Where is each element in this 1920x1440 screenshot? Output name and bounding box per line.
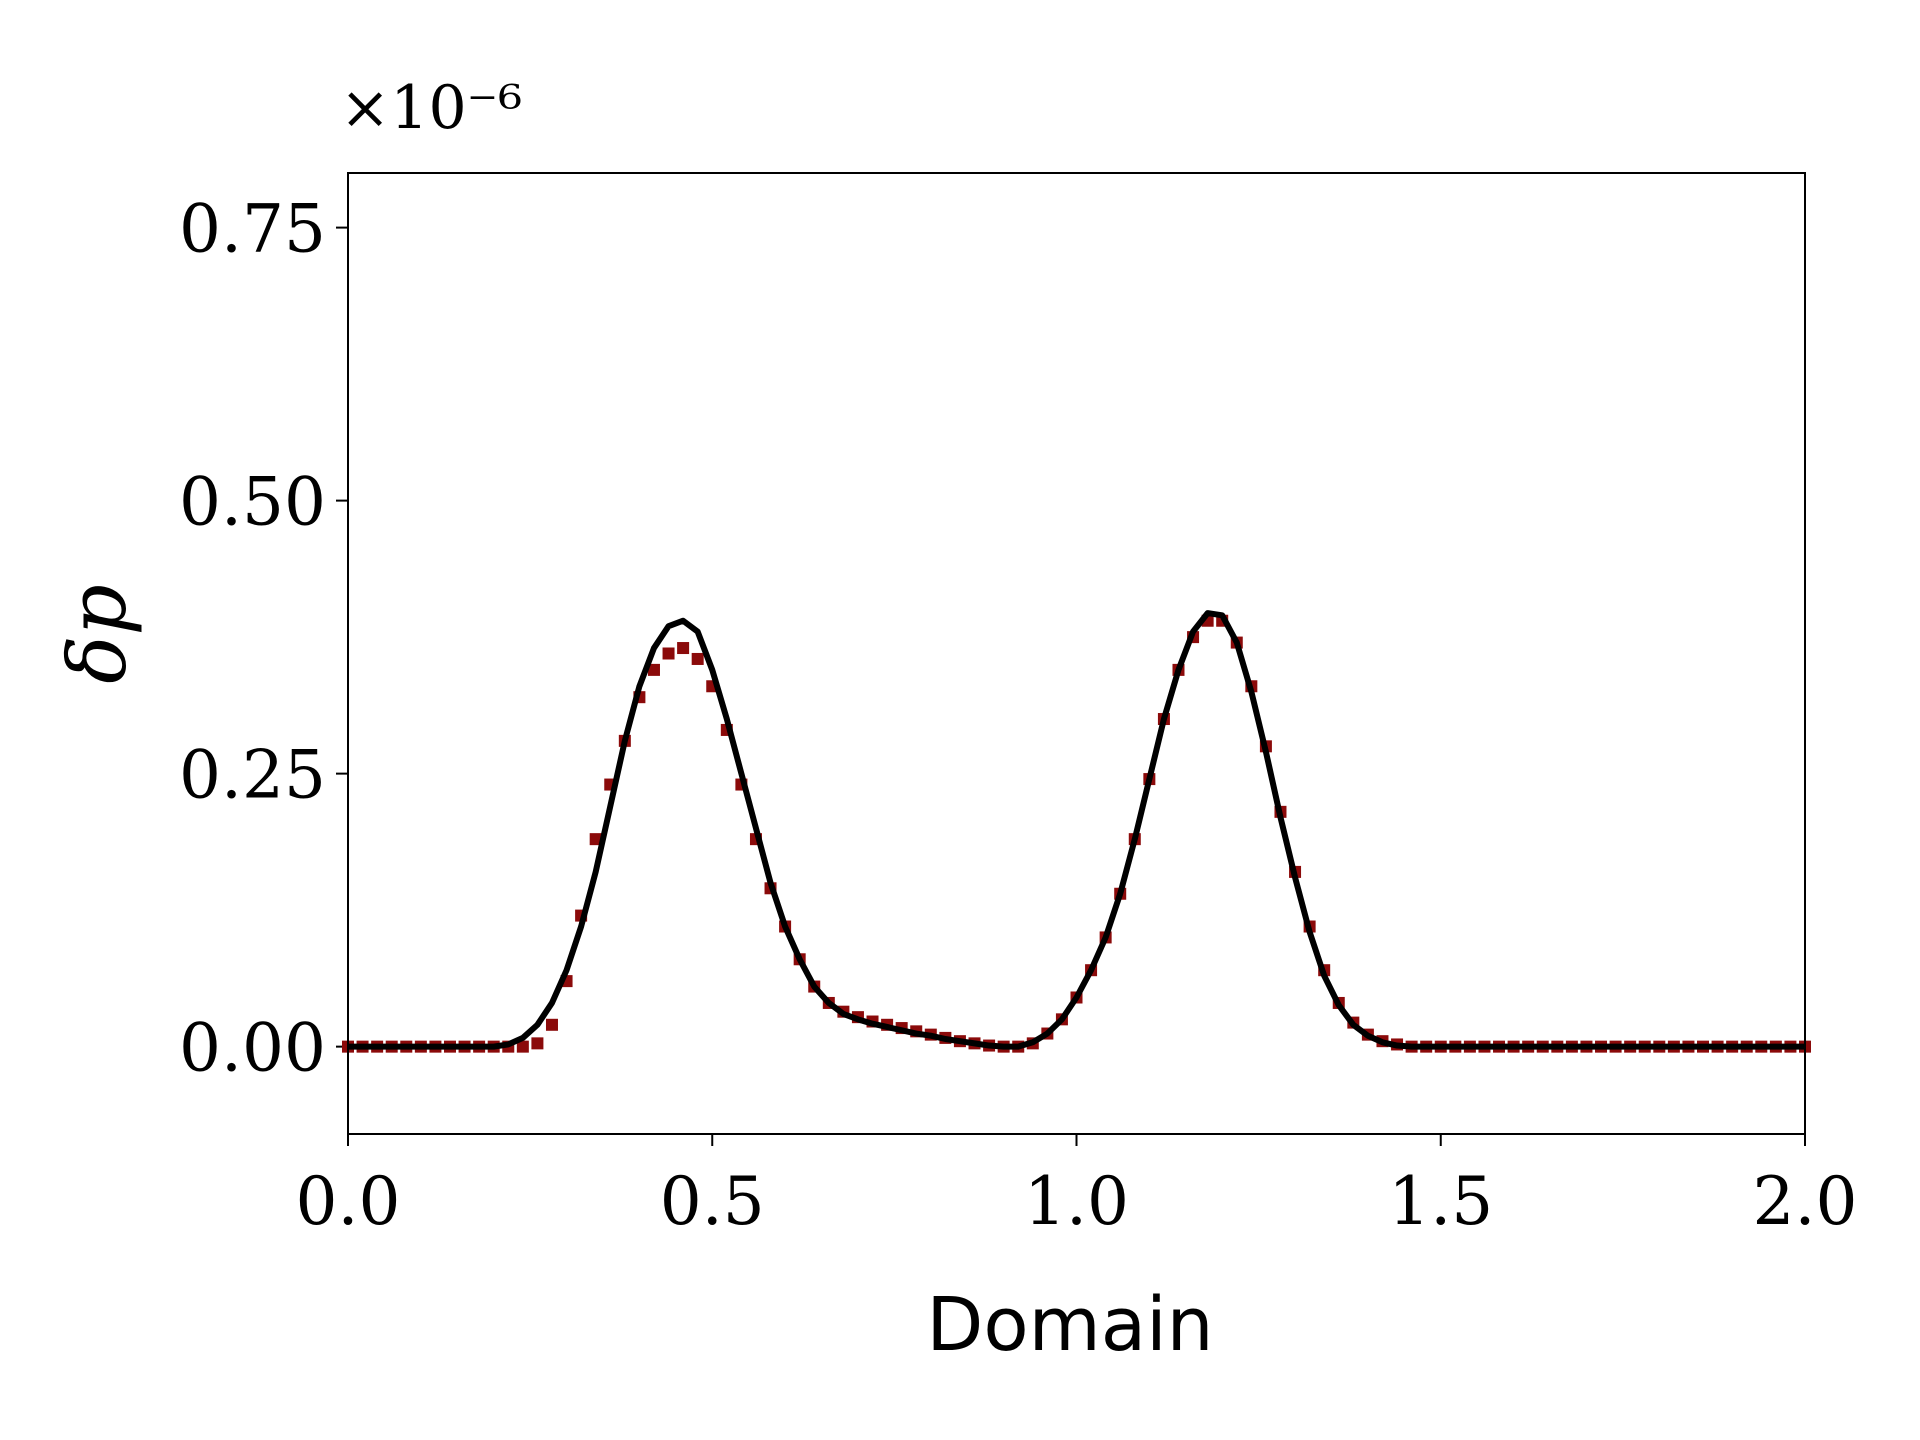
y-axis-label: δp [51,584,144,683]
x-axis-label: Domain [926,1282,1213,1368]
x-tick-label: 0.0 [296,1163,401,1240]
x-tick-label: 1.5 [1388,1163,1493,1240]
marker [516,1040,529,1053]
y-tick-label: 0.00 [179,1010,326,1087]
y-tick-label: 0.25 [179,737,326,814]
marker [691,652,704,665]
marker [531,1037,544,1050]
x-tick-label: 2.0 [1753,1163,1858,1240]
marker [662,647,675,660]
line [348,610,1805,1050]
x-tick-label: 0.5 [660,1163,765,1240]
plot-frame [347,172,1806,1135]
marker [647,663,660,676]
y-tick-label: 0.50 [179,464,326,541]
y-offset-label: ×10⁻⁶ [340,73,522,143]
marker [589,833,602,846]
x-tick-label: 1.0 [1024,1163,1129,1240]
y-tick-label: 0.75 [179,191,326,268]
marker [545,1018,558,1031]
marker [677,642,690,655]
